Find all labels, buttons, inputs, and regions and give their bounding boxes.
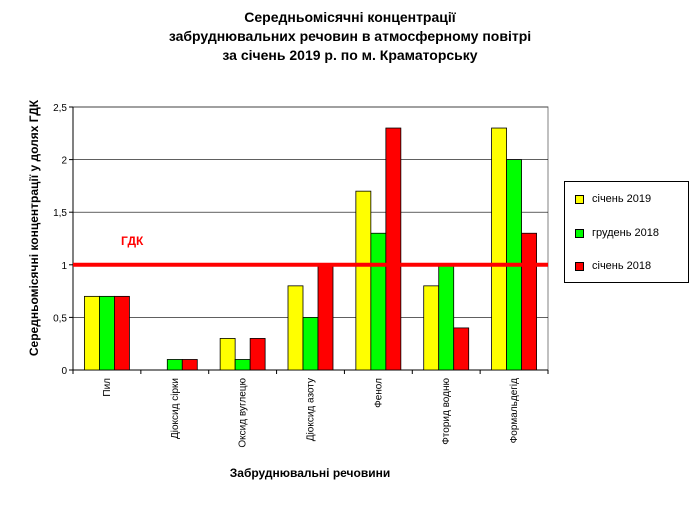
legend-label-3: січень 2018 xyxy=(592,260,652,272)
bar xyxy=(370,232,387,371)
legend-swatch-1 xyxy=(575,194,584,204)
bar xyxy=(219,338,236,371)
x-tick-label: Оксид вуглецю xyxy=(238,378,249,448)
legend-item-1: січень 2019 xyxy=(575,192,651,206)
bar xyxy=(453,327,470,371)
bar xyxy=(423,285,440,371)
y-tick-label: 1 xyxy=(61,261,67,272)
bar xyxy=(385,127,402,371)
bar xyxy=(491,127,507,371)
legend-item-2: грудень 2018 xyxy=(575,226,659,240)
x-tick-label: Формальдегід xyxy=(509,378,520,443)
bar xyxy=(181,359,198,371)
legend: січень 2019 грудень 2018 січень 2018 xyxy=(564,181,689,283)
y-tick-label: 2 xyxy=(61,156,67,167)
legend-swatch-3 xyxy=(575,261,584,271)
y-tick-label: 0,5 xyxy=(53,313,67,324)
x-tick-label: Діоксид сірки xyxy=(170,378,181,439)
x-tick-label: Фенол xyxy=(373,378,384,408)
chart-title-line-2: забруднювальних речовин в атмосферному п… xyxy=(168,28,532,44)
bar xyxy=(438,264,455,371)
bar xyxy=(302,316,319,371)
bar xyxy=(287,285,304,371)
bar xyxy=(355,190,372,371)
chart-title-line-1: Середньомісячні концентрації xyxy=(244,9,456,25)
chart-title-line-3: за січень 2019 р. по м. Краматорську xyxy=(222,47,478,63)
x-tick-label: Фторид водню xyxy=(441,378,452,445)
bar xyxy=(249,338,266,371)
reference-line-label: ГДК xyxy=(121,234,144,248)
legend-label-2: грудень 2018 xyxy=(592,227,660,239)
bar xyxy=(84,295,100,371)
y-tick-label: 0 xyxy=(61,366,67,377)
legend-swatch-2 xyxy=(575,228,584,238)
x-tick-label: Пил xyxy=(102,378,113,397)
bar xyxy=(234,359,251,371)
bar xyxy=(317,264,334,371)
bar xyxy=(521,232,537,371)
chart-title: Середньомісячні концентрації забруднювал… xyxy=(150,8,550,65)
x-tick-label: Діоксид азоту xyxy=(306,378,317,441)
x-axis-label: Забруднювальні речовини xyxy=(229,466,391,480)
legend-item-3: січень 2018 xyxy=(575,259,651,273)
bar xyxy=(166,359,183,371)
legend-label-1: січень 2019 xyxy=(592,193,652,205)
bar xyxy=(114,295,130,371)
y-tick-label: 2,5 xyxy=(53,103,67,114)
bar xyxy=(99,295,115,371)
y-tick-label: 1,5 xyxy=(53,208,67,219)
y-axis-label: Середньомісячні концентрації у долях ГДК xyxy=(27,99,41,357)
